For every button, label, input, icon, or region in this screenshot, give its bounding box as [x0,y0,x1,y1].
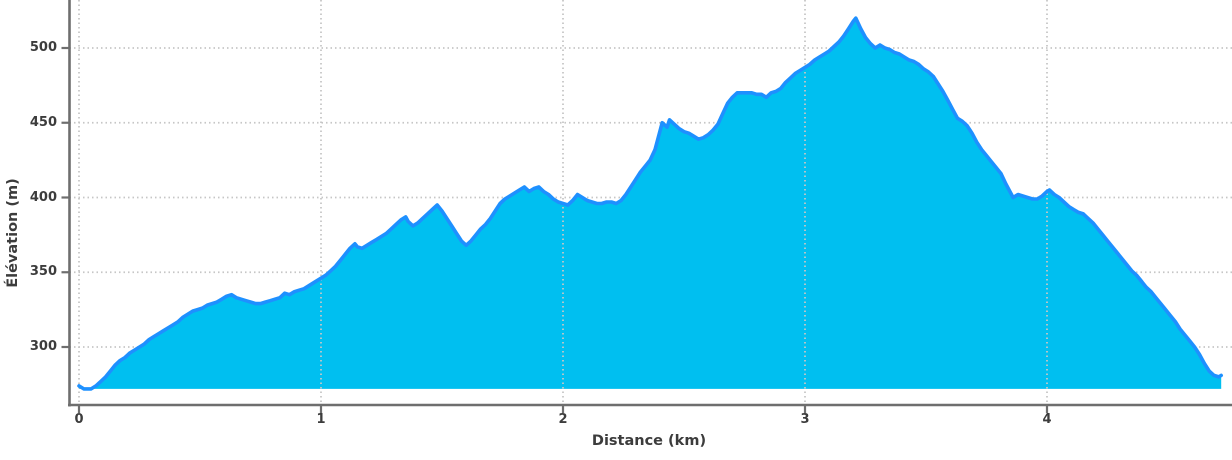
y-tick-label-300: 300 [29,339,57,354]
x-tick-label-4: 4 [1042,412,1052,427]
y-tick-label-500: 500 [29,40,57,55]
elevation-area [79,18,1222,389]
y-tick-label-350: 350 [29,264,57,280]
elevation-line [77,16,1223,391]
y-tick-label-450: 450 [29,114,57,130]
x-tick-label-2: 2 [558,412,568,427]
vertical-gridlines [78,0,1048,405]
x-axis-label: Distance (km) [591,433,707,449]
x-tick-label-3: 3 [800,412,810,427]
x-tick-label-1: 1 [316,412,326,427]
x-tick-label-0: 0 [74,412,84,427]
y-axis-label: Élévation (m) [5,178,21,288]
tick-marks [61,46,1049,413]
y-tick-label-400: 400 [29,189,57,205]
